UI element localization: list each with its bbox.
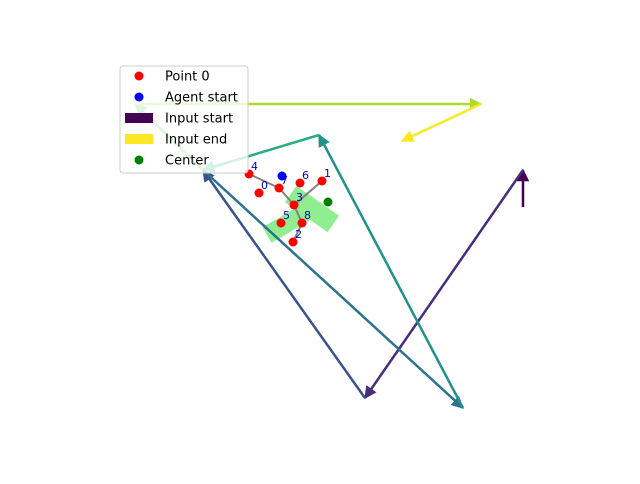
point-0 xyxy=(254,188,264,198)
skeleton-link-0 xyxy=(248,173,280,189)
path-arrow-4 xyxy=(317,133,465,409)
point-label-5: 5 xyxy=(283,209,290,222)
point-label-0: 0 xyxy=(261,179,268,192)
point-label-8: 8 xyxy=(304,209,311,222)
point-1 xyxy=(317,176,327,186)
path-arrow-8 xyxy=(400,102,482,143)
legend: Point 0 Agent start Input start Input end Ce… xyxy=(119,65,249,174)
legend-label-1: Agent start xyxy=(165,91,238,106)
legend-label-2: Input start xyxy=(165,112,233,127)
point-5 xyxy=(276,218,286,228)
point-label-6: 6 xyxy=(302,169,309,182)
point-3 xyxy=(289,200,299,210)
point-label-3: 3 xyxy=(296,191,303,204)
path-arrow-2 xyxy=(201,168,367,399)
point-label-1: 1 xyxy=(324,167,331,180)
legend-swatch-2 xyxy=(125,113,153,123)
legend-marker-1 xyxy=(134,92,144,102)
legend-label-0: Point 0 xyxy=(165,70,210,85)
legend-label-3: Input end xyxy=(165,133,227,148)
path-arrow-1 xyxy=(363,169,525,400)
path-arrow-3 xyxy=(202,169,464,409)
legend-marker-4 xyxy=(134,155,144,165)
t-shape-bar xyxy=(284,185,340,233)
legend-label-4: Center xyxy=(165,154,209,169)
point-label-2: 2 xyxy=(295,228,302,241)
center-marker xyxy=(323,197,333,207)
point-label-4: 4 xyxy=(251,160,258,173)
agent-start-marker xyxy=(277,171,287,181)
skeleton-link-2 xyxy=(293,180,323,206)
point-label-7: 7 xyxy=(281,174,288,187)
point-7 xyxy=(274,183,284,193)
legend-swatch-3 xyxy=(125,134,153,144)
legend-frame xyxy=(119,65,249,174)
point-2 xyxy=(288,237,298,247)
input-path xyxy=(134,97,530,409)
point-6 xyxy=(295,178,305,188)
point-8 xyxy=(297,218,307,228)
legend-marker-0 xyxy=(134,71,144,81)
